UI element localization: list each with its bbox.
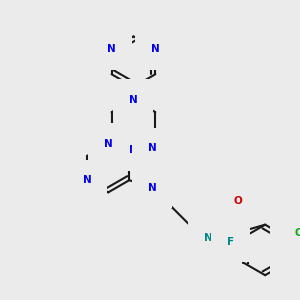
Text: N: N bbox=[129, 145, 138, 155]
Text: H: H bbox=[210, 238, 217, 247]
Text: N: N bbox=[148, 183, 157, 193]
Text: N: N bbox=[107, 44, 116, 54]
Text: N: N bbox=[83, 175, 92, 185]
Text: N: N bbox=[148, 143, 157, 153]
Text: F: F bbox=[227, 237, 234, 247]
Text: O: O bbox=[234, 196, 242, 206]
Text: N: N bbox=[104, 139, 112, 149]
Text: N: N bbox=[151, 44, 160, 54]
Text: N: N bbox=[129, 94, 138, 104]
Text: Cl: Cl bbox=[294, 228, 300, 238]
Text: N: N bbox=[204, 233, 213, 243]
